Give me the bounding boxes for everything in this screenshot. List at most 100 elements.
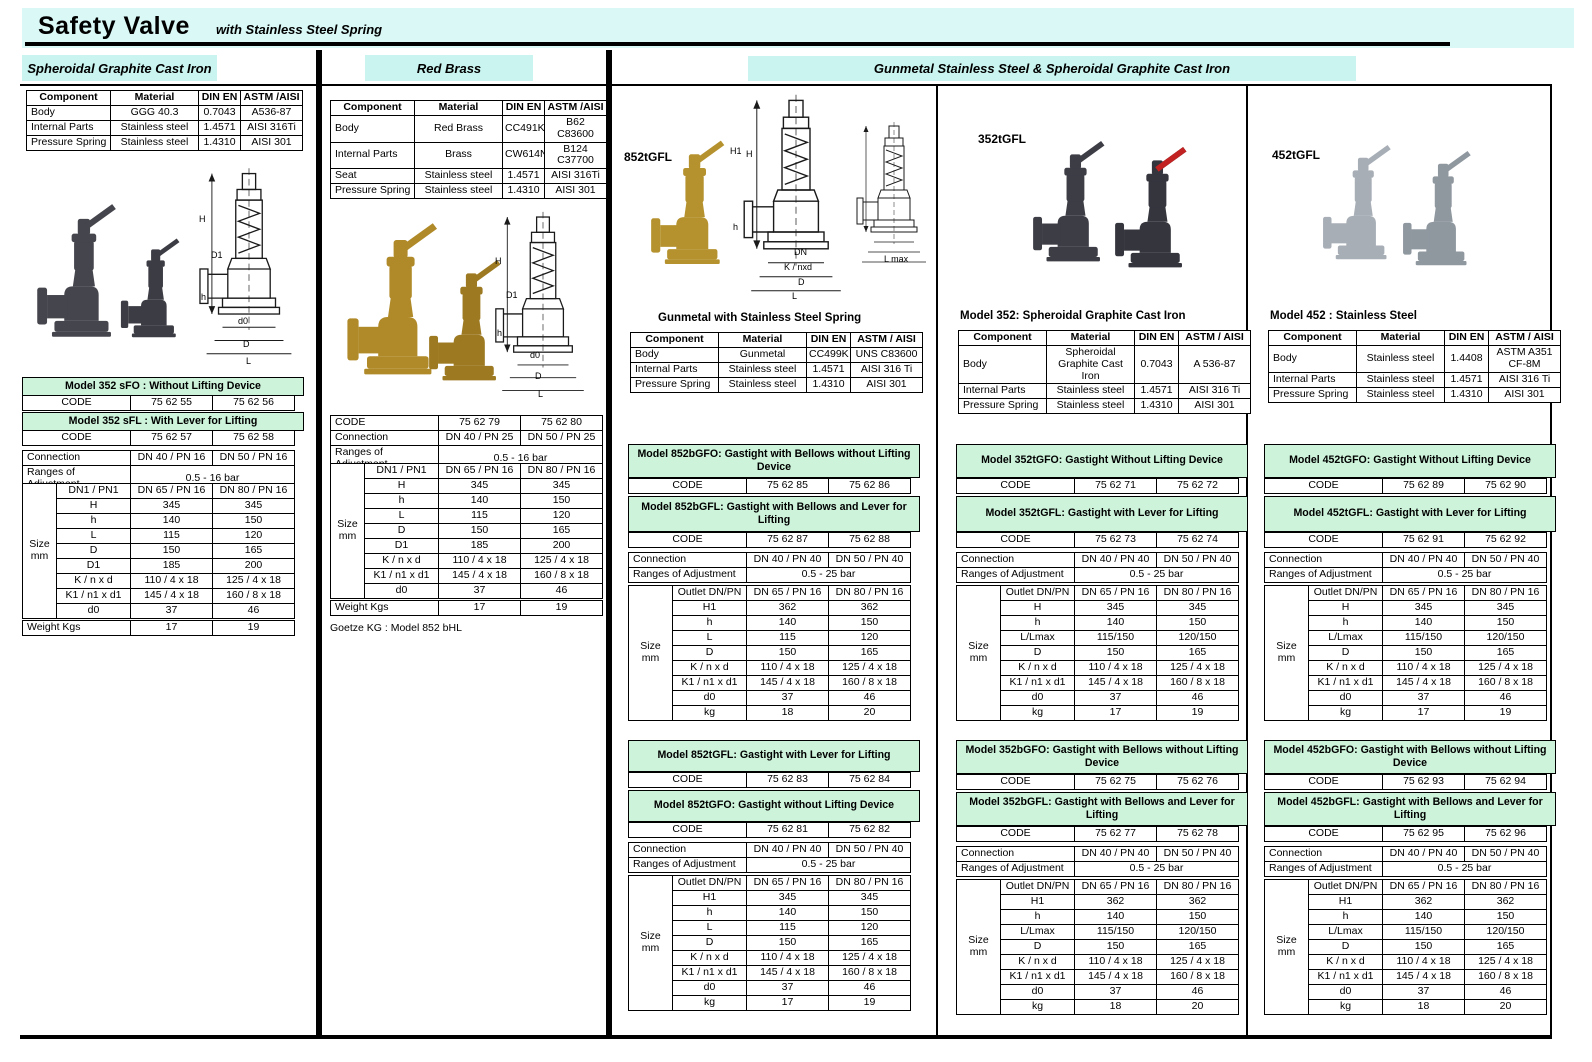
connection-452-group2-grid: Connection DN 40 / PN 40 DN 50 / PN 40 Rang… xyxy=(1264,846,1547,877)
table-cell: K / n x d xyxy=(1308,660,1383,676)
size-452-group1-grid: Size mm Outlet DN/PN DN 65 / PN 16 DN 80 / … xyxy=(1264,585,1547,721)
table-cell: Ranges of Adjustment xyxy=(1264,567,1383,583)
table-cell: 200 xyxy=(212,558,295,574)
code-352tGFL: CODE 75 62 73 75 62 74 xyxy=(956,532,1239,548)
table-cell: Pressure Spring xyxy=(26,135,111,151)
table-cell: d0 xyxy=(1308,984,1383,1000)
table-cell: AISI 301 xyxy=(1178,398,1251,415)
dim-label-d0: d0 xyxy=(238,316,249,326)
section2-size-table: Size mm DN1 / PN1 DN 65 / PN 16 DN 80 / PN … xyxy=(330,463,603,599)
table-row: Size mm Outlet DN/PN DN 65 / PN 16 DN 80 / … xyxy=(956,585,1239,721)
table-cell: DN1 / PN1 xyxy=(56,483,131,499)
model-852bGFL-bar: Model 852bGFL: Gastight with Bellows and… xyxy=(628,496,920,532)
size-452-group1: Size mm Outlet DN/PN DN 65 / PN 16 DN 80 / … xyxy=(1264,585,1547,721)
table-cell: DN 65 / PN 16 xyxy=(1382,879,1465,895)
table-cell: L/Lmax xyxy=(1308,630,1383,646)
column-header: ASTM /AISI xyxy=(240,90,303,106)
table-row: Weight Kgs 17 19 xyxy=(22,620,295,636)
table-cell: 75 62 81 xyxy=(746,822,829,838)
table-row: Connection DN 40 / PN 40 DN 50 / PN 40 xyxy=(628,552,911,568)
section3-column-452: 452tGFL Model 452 : Stainless Steel Comp… xyxy=(1250,84,1561,1035)
table-cell: 125 / 4 x 18 xyxy=(1464,954,1547,970)
table-cell: Stainless steel xyxy=(1356,371,1445,388)
table-cell: 20 xyxy=(1464,999,1547,1015)
column-header: DIN EN xyxy=(806,332,851,348)
section-divider-1 xyxy=(316,50,322,1038)
table-cell: kg xyxy=(672,995,747,1011)
connection-852-group2-grid: Connection DN 40 / PN 40 DN 50 / PN 40 Rang… xyxy=(628,842,911,873)
valve-photo-452-1 xyxy=(1322,104,1396,296)
table-cell: kg xyxy=(1308,999,1383,1015)
table-row: Internal Parts Stainless steel 1.4571 AISI … xyxy=(630,362,923,378)
size-unit-label: Size mm xyxy=(956,585,1001,721)
table-cell: h xyxy=(1308,615,1383,631)
component-table-452: Component Material DIN EN ASTM / AISI Body St… xyxy=(1268,330,1561,403)
table-cell: 115 xyxy=(438,508,521,524)
table-cell: 125 / 4 x 18 xyxy=(1156,954,1239,970)
table-cell: kg xyxy=(1000,999,1075,1015)
table-row: K1 / n1 x d1 145 / 4 x 18 160 / 8 x 18 xyxy=(629,965,911,981)
table-cell: 0.5 - 25 bar xyxy=(1382,861,1547,877)
code-852bGFL-grid: CODE 75 62 87 75 62 88 xyxy=(628,532,911,548)
table-cell: Connection xyxy=(1264,846,1383,862)
table-cell: DN 65 / PN 16 xyxy=(1382,585,1465,601)
table-cell: 75 62 93 xyxy=(1382,774,1465,790)
table-cell: 1.4310 xyxy=(502,183,545,199)
table-row: Internal Parts Stainless steel 1.4571 AISI … xyxy=(26,120,303,136)
table-cell: H xyxy=(56,498,131,514)
table-row: D 150 165 xyxy=(629,935,911,951)
table-cell: 115/150 xyxy=(1382,924,1465,940)
table-cell: 1.4408 xyxy=(1444,345,1489,373)
table-cell: 37 xyxy=(746,690,829,706)
table-cell: Stainless steel xyxy=(414,183,503,199)
table-cell: Outlet DN/PN xyxy=(1308,585,1383,601)
table-cell: 17 xyxy=(746,995,829,1011)
table-cell: Pressure Spring xyxy=(630,377,719,393)
table-row: Pressure Spring Stainless steel 1.4310 AISI… xyxy=(330,183,607,199)
photo-label-352tGFL: 352tGFL xyxy=(978,132,1027,146)
table-cell: AISI 316Ti xyxy=(240,120,303,136)
table-cell: 145 / 4 x 18 xyxy=(746,965,829,981)
table-row: K1 / n1 x d1 145 / 4 x 18 160 / 8 x 18 xyxy=(957,969,1239,985)
component-table-352: Component Material DIN EN ASTM / AISI Body Sp… xyxy=(958,330,1251,415)
table-cell: DN 40 / PN 40 xyxy=(1382,846,1465,862)
table-cell: Connection xyxy=(956,846,1075,862)
table-row: Ranges of Adjustment 0.5 - 25 bar xyxy=(628,857,911,873)
table-cell: L xyxy=(364,508,439,524)
table-cell: Internal Parts xyxy=(630,362,719,378)
table-cell: K / n x d xyxy=(364,553,439,569)
table-cell: Connection xyxy=(1264,552,1383,568)
table-cell: 75 62 82 xyxy=(828,822,911,838)
table-cell: 150 xyxy=(438,523,521,539)
title-bar: Safety Valve with Stainless Steel Spring xyxy=(22,8,1574,48)
table-cell: 165 xyxy=(520,523,603,539)
table-cell: K / n x d xyxy=(672,950,747,966)
dim-label-h: h xyxy=(497,328,503,338)
size-852-group1: Size mm Outlet DN/PN DN 65 / PN 16 DN 80 / … xyxy=(628,585,911,721)
column-header: Material xyxy=(414,100,503,116)
table-cell: 75 62 73 xyxy=(1074,532,1157,548)
table-cell: Internal Parts xyxy=(958,383,1047,400)
table-cell: Internal Parts xyxy=(26,120,111,136)
table-cell: 150 xyxy=(1156,615,1239,631)
table-cell: 75 62 76 xyxy=(1156,774,1239,790)
table-row: Component Material DIN EN ASTM / AISI xyxy=(1268,330,1561,346)
table-cell: 0.5 - 25 bar xyxy=(1074,567,1239,583)
table-cell: 110 / 4 x 18 xyxy=(130,573,213,589)
table-cell: 160 / 8 x 18 xyxy=(828,965,911,981)
table-row: K1 / n1 x d1 145 / 4 x 18 160 / 8 x 18 xyxy=(23,588,295,604)
table-cell: 0.5 - 25 bar xyxy=(746,857,911,873)
size-352-group1-grid: Size mm Outlet DN/PN DN 65 / PN 16 DN 80 / … xyxy=(956,585,1239,721)
table-cell: 362 xyxy=(1382,894,1465,910)
model-452bGFL-bar: Model 452bGFL: Gastight with Bellows and… xyxy=(1264,792,1556,826)
table-cell: 110 / 4 x 18 xyxy=(438,553,521,569)
table-cell: DN 80 / PN 16 xyxy=(212,483,295,499)
table-cell: 362 xyxy=(1074,894,1157,910)
table-cell: 145 / 4 x 18 xyxy=(746,675,829,691)
table-cell: d0 xyxy=(1000,690,1075,706)
table-cell: Connection xyxy=(628,842,747,858)
table-cell: h xyxy=(1000,909,1075,925)
table-cell: CODE xyxy=(956,826,1075,842)
table-row: Size mm Outlet DN/PN DN 65 / PN 16 DN 80 / … xyxy=(628,585,911,721)
column-header: Component xyxy=(1268,330,1357,346)
